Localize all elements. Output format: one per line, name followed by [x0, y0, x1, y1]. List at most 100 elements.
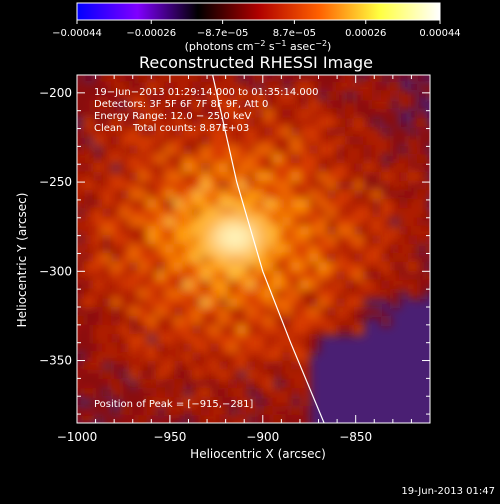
heatmap-cell: [183, 226, 193, 236]
heatmap-cell: [273, 370, 283, 380]
heatmap-cell: [165, 91, 175, 101]
heatmap-cell: [291, 82, 301, 92]
heatmap-cell: [102, 397, 112, 407]
heatmap-cell: [210, 91, 220, 101]
heatmap-cell: [273, 172, 283, 182]
heatmap-cell: [390, 181, 400, 191]
heatmap-cell: [408, 64, 418, 74]
heatmap-cell: [156, 91, 166, 101]
heatmap-cell: [336, 208, 346, 218]
heatmap-cell: [156, 235, 166, 245]
heatmap-cell: [408, 208, 418, 218]
heatmap-cell: [309, 154, 319, 164]
heatmap-cell: [219, 424, 229, 434]
x-tick-label: −900: [246, 430, 279, 444]
heatmap-cell: [120, 235, 130, 245]
heatmap-cell: [102, 298, 112, 308]
heatmap-cell: [399, 127, 409, 137]
heatmap-cell: [111, 361, 121, 371]
heatmap-cell: [354, 307, 364, 317]
heatmap-cell: [129, 415, 139, 423]
heatmap-cell: [174, 397, 184, 407]
heatmap-cell: [210, 145, 220, 155]
heatmap-cell: [309, 334, 319, 344]
heatmap-cell: [174, 289, 184, 299]
heatmap-cell: [84, 271, 94, 281]
heatmap-cell: [192, 127, 202, 137]
heatmap-cell: [246, 352, 256, 362]
heatmap-cell: [273, 406, 283, 416]
heatmap-cell: [120, 280, 130, 290]
solar-limb-curve: [212, 75, 325, 423]
heatmap-cell: [156, 190, 166, 200]
heatmap-cell: [183, 361, 193, 371]
heatmap-cell: [183, 280, 193, 290]
heatmap-cell: [372, 289, 382, 299]
heatmap-cell: [156, 334, 166, 344]
heatmap-cell: [84, 325, 94, 335]
heatmap-cell: [120, 352, 130, 362]
heatmap-cell: [77, 406, 85, 416]
heatmap-cell: [120, 181, 130, 191]
heatmap-cell: [147, 91, 157, 101]
heatmap-cell: [390, 244, 400, 254]
footer-timestamp: 19-Jun-2013 01:47: [401, 486, 495, 497]
heatmap-cell: [147, 298, 157, 308]
heatmap-cell: [408, 262, 418, 272]
colorbar: [76, 2, 441, 21]
heatmap-cell: [255, 379, 265, 389]
heatmap-cell: [183, 208, 193, 218]
heatmap-cell: [228, 388, 238, 398]
heatmap-cell: [291, 379, 301, 389]
heatmap-cell: [246, 75, 256, 83]
heatmap-cell: [93, 352, 103, 362]
heatmap-cell: [120, 217, 130, 227]
heatmap-cell: [93, 343, 103, 353]
heatmap-cell: [147, 379, 157, 389]
heatmap-cell: [390, 271, 400, 281]
heatmap-cell: [327, 75, 337, 83]
heatmap-cell: [183, 262, 193, 272]
heatmap-cell: [291, 145, 301, 155]
heatmap-cell: [291, 307, 301, 317]
heatmap-cell: [156, 217, 166, 227]
heatmap-cell: [255, 325, 265, 335]
heatmap-cell: [156, 370, 166, 380]
heatmap-cell: [102, 136, 112, 146]
heatmap-cell: [282, 406, 292, 416]
heatmap-cell: [381, 100, 391, 110]
heatmap-cell: [156, 181, 166, 191]
heatmap-cell: [147, 343, 157, 353]
heatmap-cell: [381, 64, 391, 74]
heatmap-cell: [327, 127, 337, 137]
heatmap-cell: [77, 127, 85, 137]
heatmap-cell: [354, 235, 364, 245]
heatmap-cell: [237, 352, 247, 362]
heatmap-cell: [372, 226, 382, 236]
heatmap-cell: [390, 199, 400, 209]
heatmap-cell: [264, 325, 274, 335]
heatmap-cell: [111, 226, 121, 236]
heatmap-cell: [120, 343, 130, 353]
heatmap-cell: [111, 199, 121, 209]
heatmap-cell: [264, 91, 274, 101]
colorbar-units: (photons cm−2 s−1 asec−2): [185, 39, 332, 53]
heatmap-cell: [228, 91, 238, 101]
colorbar-tick-label: −0.00026: [126, 28, 176, 39]
heatmap-cell: [408, 154, 418, 164]
heatmap-cell: [345, 154, 355, 164]
heatmap-cell: [138, 118, 148, 128]
heatmap-cell: [318, 208, 328, 218]
heatmap-cell: [102, 415, 112, 423]
heatmap-cell: [93, 163, 103, 173]
heatmap-cell: [282, 136, 292, 146]
heatmap-cell: [93, 289, 103, 299]
heatmap-cell: [174, 172, 184, 182]
heatmap-cell: [84, 181, 94, 191]
heatmap-cell: [228, 127, 238, 137]
heatmap-cell: [264, 154, 274, 164]
heatmap-cell: [291, 244, 301, 254]
heatmap-cell: [354, 136, 364, 146]
heatmap-cell: [147, 172, 157, 182]
heatmap-cell: [165, 397, 175, 407]
